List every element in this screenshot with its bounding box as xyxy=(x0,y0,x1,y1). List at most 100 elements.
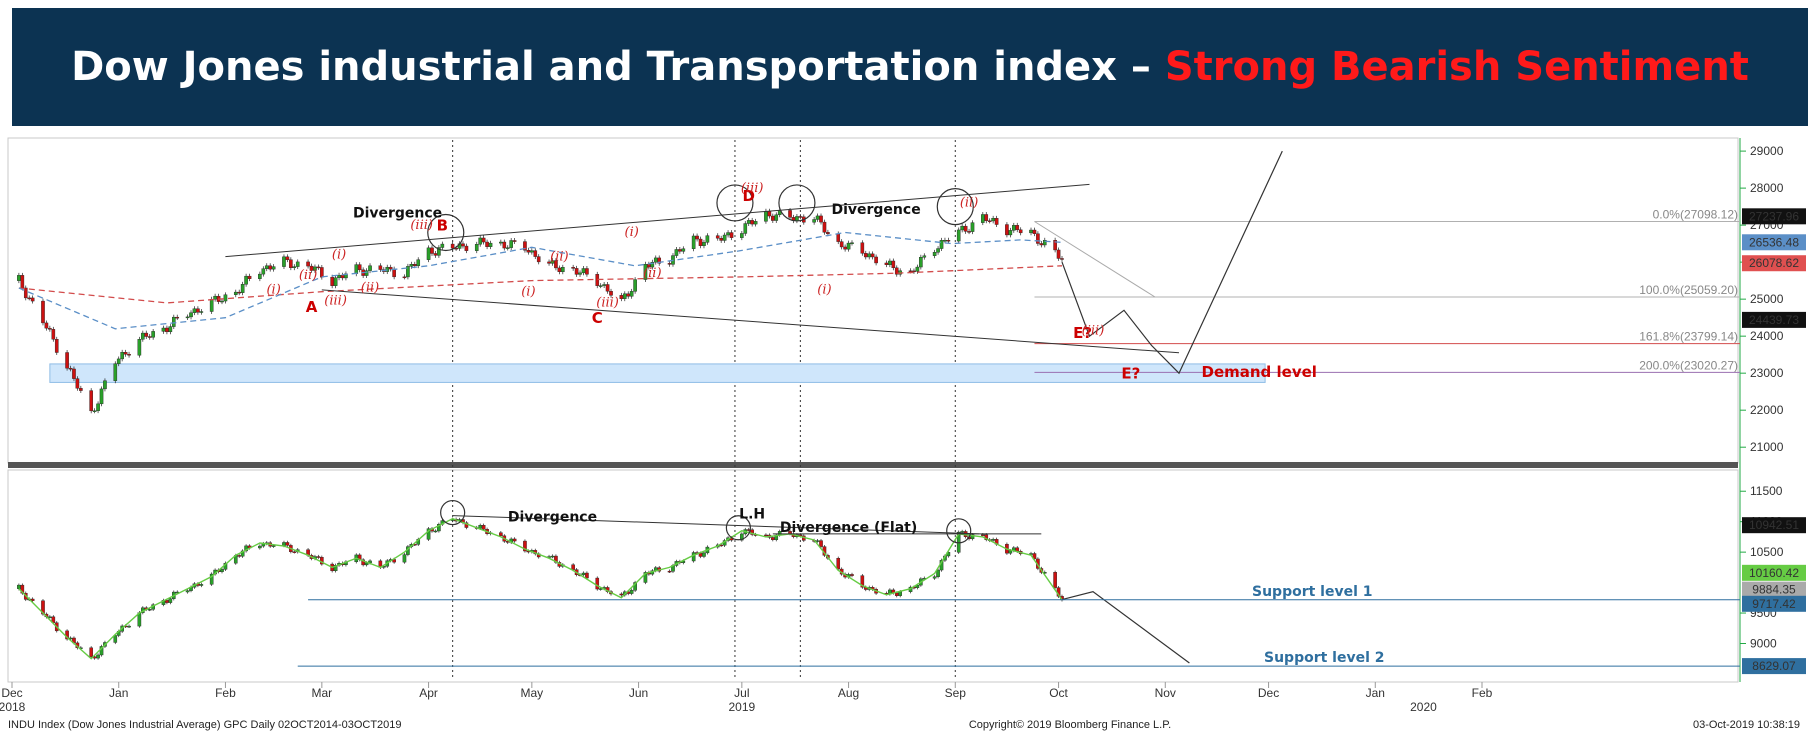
annotation-label: (i) xyxy=(332,247,346,262)
candle-up xyxy=(271,266,276,270)
candle-down xyxy=(946,240,951,242)
candle-down xyxy=(523,540,527,552)
candle-down xyxy=(698,553,703,557)
candle-down xyxy=(316,556,321,558)
candle-down xyxy=(788,210,792,218)
candle-up xyxy=(943,240,947,242)
candle-up xyxy=(209,573,214,585)
candle-down xyxy=(23,287,28,299)
candle-up xyxy=(137,339,142,356)
panel-separator xyxy=(8,462,1738,468)
y-tick-label: 10500 xyxy=(1750,545,1784,559)
price-label: 9717.42 xyxy=(1752,597,1796,611)
candle-down xyxy=(340,274,345,279)
candle-up xyxy=(258,545,262,549)
candle-up xyxy=(643,572,648,583)
marker-circle xyxy=(778,184,816,222)
candle-up xyxy=(295,261,300,267)
candle-down xyxy=(1005,224,1009,236)
candle-up xyxy=(199,584,204,586)
candle-up xyxy=(1012,225,1016,231)
candle-up xyxy=(653,257,658,263)
transport-projection xyxy=(1061,591,1190,664)
annotation-label: L.H xyxy=(739,507,765,523)
candle-down xyxy=(30,598,35,601)
candle-down xyxy=(719,238,723,241)
candle-down xyxy=(984,214,989,221)
candle-up xyxy=(581,572,586,576)
candle-down xyxy=(574,268,579,275)
candle-up xyxy=(970,222,975,232)
candle-down xyxy=(1018,229,1023,234)
candle-up xyxy=(795,216,799,221)
candle-down xyxy=(1053,240,1057,251)
price-label-bg xyxy=(1742,234,1806,251)
candle-up xyxy=(151,331,155,338)
candle-down xyxy=(987,220,992,222)
candle-up xyxy=(437,524,441,532)
annotation-label: (i) xyxy=(266,283,280,298)
candle-up xyxy=(598,588,603,590)
candle-down xyxy=(585,572,589,579)
candle-up xyxy=(258,273,262,279)
candle-up xyxy=(220,569,224,572)
candle-down xyxy=(430,247,434,254)
candle-up xyxy=(244,275,248,285)
candle-up xyxy=(92,410,97,412)
marker-circle xyxy=(427,213,465,252)
price-label-bg xyxy=(1742,311,1806,328)
x-tick-label: Sep xyxy=(945,686,967,700)
candle-up xyxy=(743,223,748,234)
candle-up xyxy=(681,248,686,252)
candle-down xyxy=(27,297,32,300)
candle-up xyxy=(402,554,407,563)
candle-up xyxy=(478,525,482,529)
candle-up xyxy=(168,326,173,333)
annotation-label: (iii) xyxy=(410,218,433,233)
candle-up xyxy=(426,247,431,260)
candle-up xyxy=(850,242,854,244)
candle-up xyxy=(812,219,816,223)
candle-down xyxy=(165,600,169,603)
candle-down xyxy=(357,264,362,271)
annotation-label: (i) xyxy=(521,284,535,299)
candle-up xyxy=(96,403,100,411)
candle-down xyxy=(144,332,149,337)
fib-label: 0.0%(27098.12) xyxy=(1653,207,1738,221)
candle-down xyxy=(68,367,73,370)
candle-down xyxy=(678,249,682,252)
candle-down xyxy=(874,256,878,264)
candle-down xyxy=(175,316,180,319)
candle-up xyxy=(113,363,118,381)
candle-down xyxy=(750,529,754,535)
candle-down xyxy=(41,600,45,615)
candle-up xyxy=(960,225,964,231)
candle-up xyxy=(209,298,214,312)
candle-up xyxy=(17,584,21,589)
candle-down xyxy=(450,243,455,249)
candle-up xyxy=(846,242,851,250)
candle-down xyxy=(485,241,489,247)
candle-up xyxy=(426,528,431,540)
candle-down xyxy=(461,243,465,247)
candle-up xyxy=(691,235,696,249)
candle-up xyxy=(172,316,176,327)
annotation-label: (ii) xyxy=(361,281,379,296)
y-tick-label: 25000 xyxy=(1750,292,1784,306)
fib-projection xyxy=(1034,221,1156,298)
candle-down xyxy=(402,276,407,279)
candle-down xyxy=(894,592,899,596)
candle-down xyxy=(481,525,486,530)
candle-down xyxy=(247,275,252,279)
candle-down xyxy=(609,291,613,296)
candle-up xyxy=(113,635,118,643)
x-tick-label: Jun xyxy=(629,686,648,700)
candle-up xyxy=(185,590,190,593)
candle-down xyxy=(378,265,383,270)
candle-down xyxy=(657,257,662,264)
transport-candles xyxy=(17,517,1064,660)
candle-up xyxy=(282,542,286,546)
candle-up xyxy=(127,625,131,628)
candle-up xyxy=(643,264,648,280)
candle-up xyxy=(960,531,964,533)
